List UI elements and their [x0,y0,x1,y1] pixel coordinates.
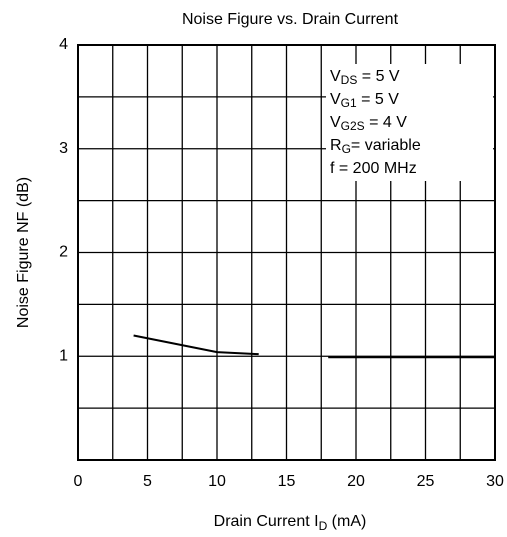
annotation-text: V [330,114,341,131]
annotation-text: R [330,137,342,154]
plot-frame [77,44,496,461]
x-tick-label: 10 [208,473,226,490]
x-axis-label-subscript: D [319,519,328,533]
annotation-subscript: G [342,142,351,156]
y-tick-label: 2 [59,244,68,261]
line [133,334,259,356]
annotation-text: V [330,68,341,85]
y-tick-label: 1 [59,347,68,364]
x-axis-label-text: (mA) [327,513,366,530]
y-axis-label: Noise Figure NF (dB) [15,177,32,328]
annotation-background [326,64,493,181]
annotation: VG1 = 5 V [330,91,399,110]
x-tick-label: 30 [486,473,504,490]
x-tick-label: 20 [347,473,365,490]
annotation: VDS = 5 V [330,68,400,87]
y-tick-label: 3 [59,140,68,157]
x-tick-label: 25 [417,473,435,490]
annotation: f = 200 MHz [330,160,417,177]
annotation-text: = 5 V [357,68,400,85]
annotation-text: f = 200 MHz [330,160,417,177]
x-axis-label: Drain Current ID (mA) [214,513,367,533]
annotation-text: = 5 V [357,91,400,108]
annotation-text: V [330,91,341,108]
annotation: VG2S = 4 V [330,114,407,133]
chart-title: Noise Figure vs. Drain Current [182,11,399,28]
annotation-text: = variable [351,137,421,154]
x-tick-label: 15 [278,473,296,490]
x-axis-label-text: Drain Current I [214,513,319,530]
x-tick-label: 0 [74,473,83,490]
annotation-subscript: DS [341,73,358,87]
annotation-subscript: G2S [341,119,365,133]
annotation-subscript: G1 [341,96,357,110]
annotation: RG= variable [330,137,421,156]
annotation-text: = 4 V [365,114,408,131]
x-tick-label: 5 [143,473,152,490]
y-tick-label: 4 [59,36,68,53]
